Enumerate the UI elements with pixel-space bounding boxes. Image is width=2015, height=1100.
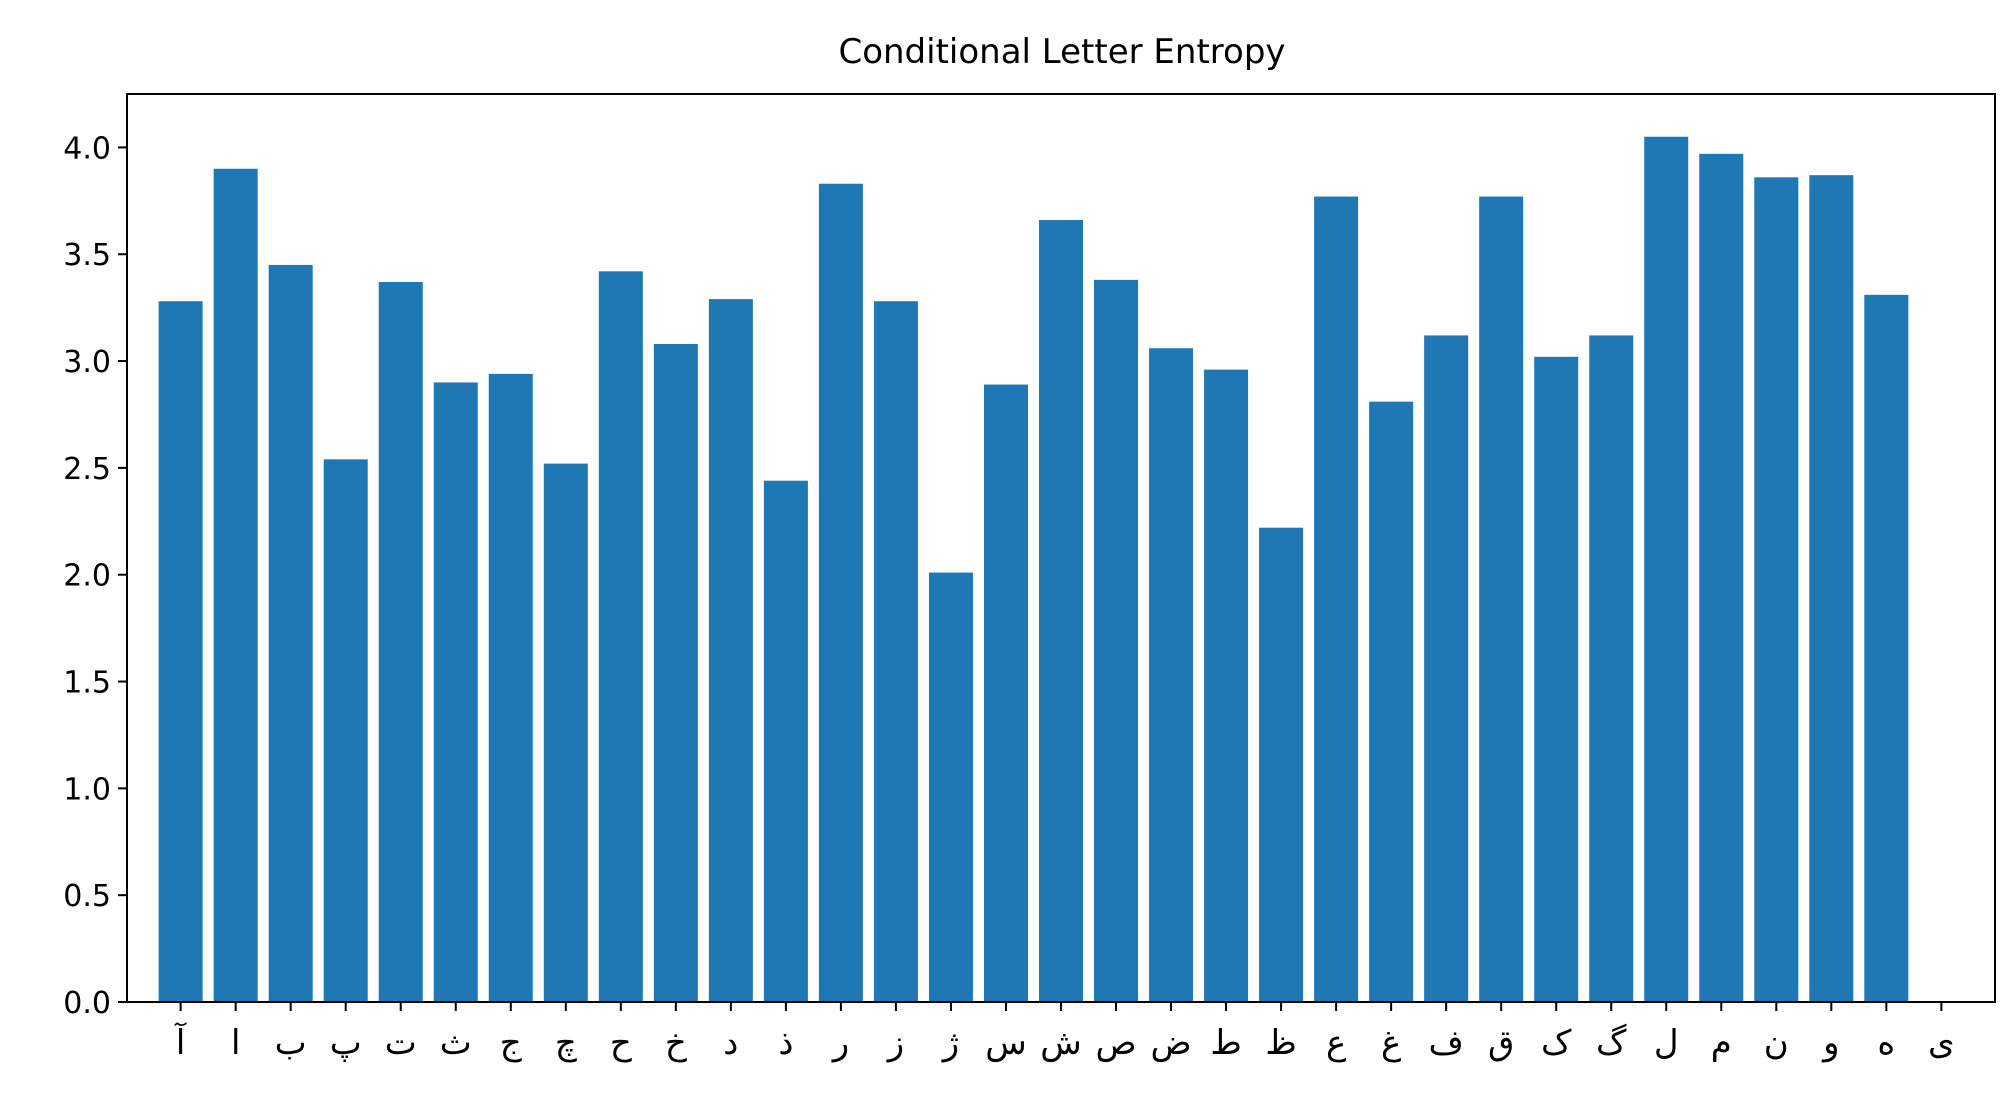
y-tick-label: 0.5: [63, 879, 111, 914]
x-tick-label: م: [1711, 1023, 1732, 1063]
bar-15: [983, 384, 1028, 1002]
y-tick-label: 3.5: [63, 238, 111, 273]
bar-0: [158, 301, 203, 1002]
bar-22: [1369, 401, 1414, 1003]
bar-5: [433, 382, 478, 1002]
bar-18: [1149, 348, 1194, 1002]
bar-3: [323, 459, 368, 1003]
y-tick-label: 1.5: [63, 666, 111, 701]
x-tick-label: ک: [1541, 1023, 1572, 1063]
bar-25: [1534, 356, 1579, 1002]
chart-title: Conditional Letter Entropy: [838, 32, 1285, 72]
bar-16: [1038, 220, 1084, 1002]
plot-frame: [126, 93, 1996, 1003]
bar-21: [1314, 196, 1359, 1002]
x-tick-label: ن: [1764, 1023, 1789, 1063]
bar-12: [818, 183, 863, 1003]
x-tick-label: ص: [1095, 1023, 1136, 1063]
bar-2: [268, 264, 313, 1003]
x-tick-label: ط: [1210, 1023, 1241, 1063]
y-tick-label: 0.0: [63, 986, 111, 1021]
y-axis: 0.0 0.5 1.0 1.5 2.0 2.5 3.0 3.5 4.0: [63, 131, 127, 1021]
x-tick-label: غ: [1381, 1023, 1401, 1063]
bar-17: [1094, 279, 1139, 1003]
x-tick-label: ح: [610, 1023, 632, 1063]
bar-1: [213, 168, 258, 1002]
bars-layer: [158, 136, 1909, 1003]
x-tick-label: چ: [555, 1023, 577, 1063]
x-tick-label: ع: [1326, 1023, 1346, 1063]
x-tick-label: ث: [440, 1023, 472, 1063]
x-tick-label: آ: [174, 1022, 187, 1063]
x-tick-label: ظ: [1265, 1023, 1296, 1063]
bar-31: [1864, 294, 1909, 1002]
x-tick-label: س: [985, 1023, 1027, 1063]
x-tick-label: ف: [1429, 1023, 1464, 1063]
bar-20: [1259, 527, 1304, 1002]
bar-13: [873, 301, 918, 1002]
x-tick-label: د: [723, 1023, 738, 1063]
bar-14: [928, 572, 973, 1002]
y-tick-label: 2.0: [63, 559, 111, 594]
bar-29: [1754, 177, 1799, 1002]
bar-28: [1699, 153, 1744, 1003]
x-tick-label: ج: [500, 1023, 522, 1063]
bar-11: [763, 480, 808, 1002]
x-tick-label: ا: [231, 1023, 240, 1063]
y-tick-label: 1.0: [63, 772, 111, 807]
bar-23: [1424, 335, 1469, 1003]
x-tick-label: ز: [886, 1023, 904, 1063]
x-tick-label: ه: [1877, 1023, 1895, 1063]
x-tick-label: ب: [275, 1023, 307, 1063]
y-tick-label: 2.5: [63, 452, 111, 487]
bar-10: [708, 299, 753, 1002]
x-tick-label: ل: [1654, 1023, 1679, 1063]
x-tick-label: ت: [385, 1023, 417, 1063]
bar-27: [1644, 136, 1689, 1002]
x-tick-label: ر: [831, 1023, 849, 1063]
bar-30: [1809, 175, 1854, 1002]
y-tick-label: 4.0: [63, 131, 111, 166]
x-tick-label: ذ: [778, 1023, 793, 1063]
bar-4: [378, 282, 423, 1002]
bar-9: [653, 343, 698, 1003]
x-tick-label: پ: [330, 1023, 362, 1063]
bar-6: [488, 373, 533, 1002]
x-tick-label: ش: [1040, 1023, 1082, 1063]
bar-8: [598, 271, 643, 1003]
x-tick-label: و: [1821, 1023, 1839, 1063]
x-tick-label: گ: [1596, 1023, 1627, 1063]
bar-26: [1589, 335, 1634, 1003]
bar-7: [543, 463, 588, 1003]
bar-24: [1479, 196, 1524, 1002]
x-tick-label: ق: [1488, 1023, 1514, 1063]
x-tick-label: خ: [665, 1023, 687, 1063]
x-tick-label: ژ: [941, 1023, 959, 1063]
x-tick-label: ی: [1928, 1023, 1955, 1063]
bar-19: [1204, 369, 1249, 1002]
x-tick-label: ض: [1150, 1023, 1191, 1063]
y-tick-label: 3.0: [63, 345, 111, 380]
